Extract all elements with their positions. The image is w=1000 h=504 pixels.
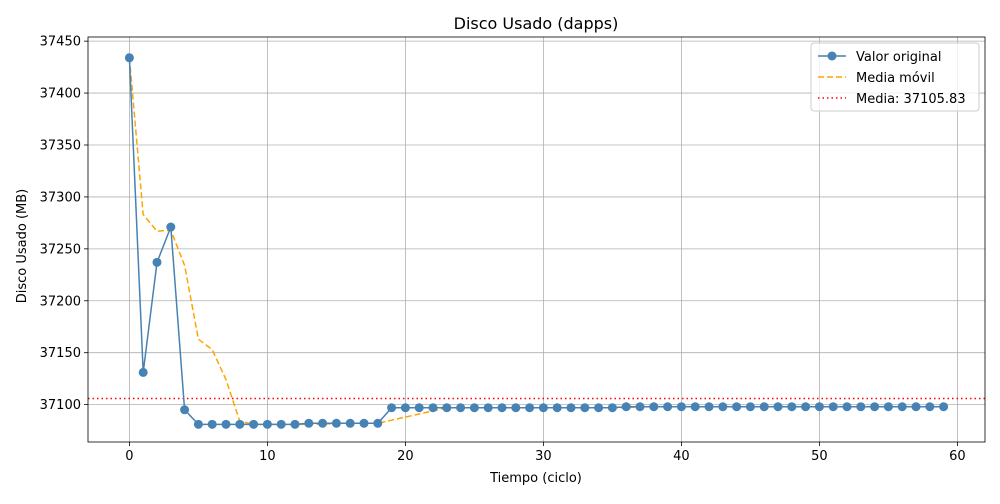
legend-label-original: Valor original — [856, 50, 941, 65]
y-tick-label: 37150 — [40, 346, 81, 361]
y-tick-label: 37400 — [40, 87, 81, 102]
original-value-point — [856, 402, 866, 412]
y-tick-label: 37300 — [40, 190, 81, 205]
y-tick-label: 37350 — [40, 139, 81, 154]
original-value-point — [580, 403, 590, 413]
original-value-point — [483, 403, 493, 413]
original-value-point — [718, 402, 728, 412]
original-value-point — [180, 405, 190, 415]
y-axis-label: Disco Usado (MB) — [15, 189, 30, 304]
original-value-point — [442, 403, 452, 413]
x-tick-label: 60 — [949, 449, 966, 464]
original-value-point — [787, 402, 797, 412]
original-value-point — [166, 222, 176, 232]
x-tick-label: 50 — [811, 449, 828, 464]
x-tick-label: 40 — [673, 449, 690, 464]
original-value-point — [276, 419, 286, 429]
original-value-point — [221, 419, 231, 429]
original-value-point — [359, 418, 369, 428]
original-value-point — [331, 418, 341, 428]
original-value-point — [649, 402, 659, 412]
y-tick-label: 37200 — [40, 294, 81, 309]
original-value-point — [911, 402, 921, 412]
axes: 0 10 20 30 40 50 60 37100 37150 37200 37250 37300 37… — [40, 35, 986, 464]
x-tick-label: 0 — [125, 449, 133, 464]
original-value-point — [428, 403, 438, 413]
original-value-point — [663, 402, 673, 412]
original-value-point — [304, 418, 314, 428]
series-group — [124, 53, 949, 429]
chart-title: Disco Usado (dapps) — [454, 14, 619, 33]
original-value-point — [676, 402, 686, 412]
original-value-point — [939, 402, 949, 412]
original-value-point — [745, 402, 755, 412]
y-tick-label: 37250 — [40, 242, 81, 257]
original-value-point — [801, 402, 811, 412]
original-value-point — [400, 403, 410, 413]
original-value-point — [773, 402, 783, 412]
original-value-point — [828, 402, 838, 412]
original-value-point — [883, 402, 893, 412]
original-value-point — [318, 418, 328, 428]
original-value-point — [414, 403, 424, 413]
x-tick-label: 20 — [397, 449, 414, 464]
legend-box — [810, 42, 980, 112]
original-value-point — [704, 402, 714, 412]
legend-label-mean: Media: 37105.83 — [856, 92, 966, 107]
original-value-point — [925, 402, 935, 412]
original-value-point — [732, 402, 742, 412]
original-value-point — [124, 53, 134, 63]
original-value-point — [235, 419, 245, 429]
original-value-point — [759, 402, 769, 412]
original-value-point — [870, 402, 880, 412]
original-value-point — [207, 419, 217, 429]
original-value-point — [538, 403, 548, 413]
original-value-point — [138, 367, 148, 377]
x-axis-label: Tiempo (ciclo) — [489, 471, 582, 486]
original-value-point — [456, 403, 466, 413]
original-value-point — [525, 403, 535, 413]
original-value-point — [152, 257, 162, 267]
legend-label-moving-average: Media móvil — [856, 71, 935, 86]
original-value-point — [469, 403, 479, 413]
plot-frame — [87, 36, 986, 443]
original-value-point — [635, 402, 645, 412]
original-value-point — [842, 402, 852, 412]
original-value-point — [262, 419, 272, 429]
original-value-point — [690, 402, 700, 412]
x-tick-label: 10 — [259, 449, 276, 464]
y-tick-label: 37450 — [40, 35, 81, 50]
original-value-point — [249, 419, 259, 429]
moving-average-line — [128, 57, 944, 426]
original-value-point — [607, 403, 617, 413]
y-tick-label: 37100 — [40, 398, 81, 413]
legend-marker-original — [827, 51, 837, 61]
original-value-point — [511, 403, 521, 413]
original-value-point — [193, 419, 203, 429]
original-value-point — [373, 418, 383, 428]
original-value-point — [594, 403, 604, 413]
original-value-point — [552, 403, 562, 413]
x-tick-label: 30 — [535, 449, 552, 464]
original-value-point — [814, 402, 824, 412]
original-value-point — [897, 402, 907, 412]
original-value-point — [345, 418, 355, 428]
original-value-point — [621, 402, 631, 412]
original-value-line — [128, 57, 944, 426]
original-value-point — [387, 403, 397, 413]
legend: Valor original Media móvil Media: 37105.… — [810, 42, 980, 112]
original-value-point — [290, 419, 300, 429]
original-value-point — [497, 403, 507, 413]
original-value-point — [566, 403, 576, 413]
